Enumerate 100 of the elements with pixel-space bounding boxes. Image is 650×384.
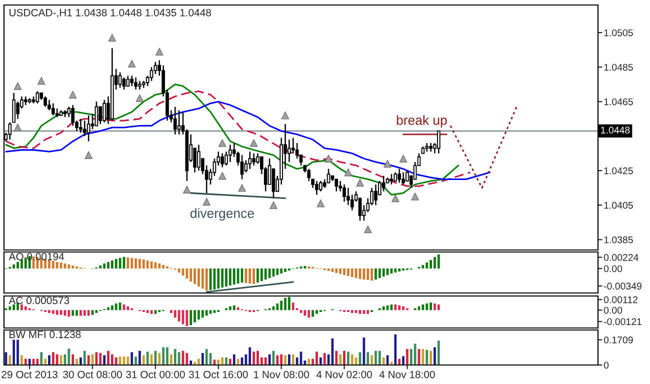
bar	[126, 306, 130, 310]
bar	[426, 262, 428, 268]
bar	[190, 310, 192, 326]
candlestick	[197, 144, 200, 172]
candlestick	[130, 75, 134, 87]
bar	[114, 259, 118, 268]
annotation: divergence	[190, 208, 254, 221]
bar	[134, 356, 137, 365]
candlestick	[398, 168, 402, 184]
candlestick	[150, 66, 154, 82]
point	[316, 200, 325, 208]
bar	[398, 305, 401, 310]
chart-title: USDCAD-,H1 1.0438 1.0448 1.0435 1.0448	[10, 8, 211, 18]
bar	[343, 268, 346, 275]
bar	[201, 353, 204, 365]
bar	[374, 268, 377, 280]
bar	[276, 268, 279, 275]
x-tick-label: 4 Nov 18:00	[379, 370, 435, 378]
point	[281, 112, 290, 120]
bar	[316, 352, 318, 365]
bar	[217, 268, 220, 288]
candlestick	[52, 102, 55, 116]
candlestick	[358, 198, 362, 222]
bar	[276, 355, 279, 365]
bar	[430, 302, 432, 310]
point	[270, 201, 278, 210]
bar	[354, 357, 358, 365]
y-tick-label: 1.0465	[604, 98, 633, 106]
bar	[205, 268, 208, 290]
candlestick	[315, 180, 318, 196]
bar	[103, 355, 106, 365]
bar	[434, 304, 436, 310]
bar	[87, 355, 90, 365]
bar	[430, 350, 432, 365]
bar	[12, 264, 16, 268]
point	[14, 124, 22, 132]
point	[183, 186, 191, 194]
bar	[308, 310, 310, 318]
bar	[264, 268, 267, 280]
candlestick	[402, 172, 405, 186]
bar	[56, 354, 58, 365]
bar	[347, 352, 350, 365]
bar	[162, 265, 164, 268]
bar	[354, 268, 358, 278]
bar	[438, 340, 440, 365]
candlestick	[291, 137, 295, 154]
y-tick-label: 0.00224	[604, 254, 638, 261]
bar	[103, 264, 106, 268]
candlestick	[44, 96, 47, 108]
bar	[284, 355, 286, 365]
bar	[434, 257, 436, 268]
candlestick	[102, 99, 106, 123]
bar	[60, 310, 62, 315]
bar	[186, 268, 188, 278]
candlestick	[220, 152, 224, 168]
candlestick	[173, 106, 177, 136]
candlestick	[36, 90, 40, 104]
bar	[366, 268, 370, 280]
bar	[146, 310, 149, 313]
bar	[284, 268, 286, 272]
bar	[292, 354, 294, 365]
bar	[99, 266, 102, 268]
ref-line-label: 1.0448	[601, 126, 630, 134]
bar	[56, 262, 58, 268]
bar	[366, 310, 370, 314]
bar	[40, 352, 43, 365]
bar	[426, 304, 428, 310]
point	[108, 34, 116, 42]
bar	[126, 258, 130, 268]
candlestick	[98, 106, 102, 125]
bar	[52, 261, 54, 268]
bar	[402, 356, 404, 365]
bar	[24, 306, 27, 310]
bar	[252, 268, 255, 284]
bar	[48, 355, 50, 365]
bar	[244, 268, 248, 283]
bar	[280, 300, 283, 310]
candlestick	[86, 114, 90, 142]
chart-title: AO 0.00194	[8, 252, 64, 260]
candlestick	[134, 76, 138, 90]
x-tick-label: 30 Oct 08:00	[63, 370, 122, 378]
candlestick	[248, 151, 252, 170]
bar	[16, 302, 19, 310]
point	[250, 139, 258, 147]
bar	[64, 310, 66, 316]
bar	[130, 352, 134, 365]
bar	[138, 350, 141, 365]
bar	[76, 358, 78, 365]
y-tick-label: 0.00	[604, 265, 622, 272]
bar	[343, 350, 346, 365]
bar	[308, 358, 310, 365]
bar	[111, 305, 114, 310]
candlestick	[390, 173, 394, 186]
point	[324, 154, 332, 162]
x-tick-label: 4 Nov 02:00	[316, 370, 372, 378]
bar	[20, 355, 23, 365]
bar	[87, 310, 90, 316]
bar	[80, 310, 82, 316]
bar	[398, 268, 401, 272]
bar	[256, 350, 259, 365]
